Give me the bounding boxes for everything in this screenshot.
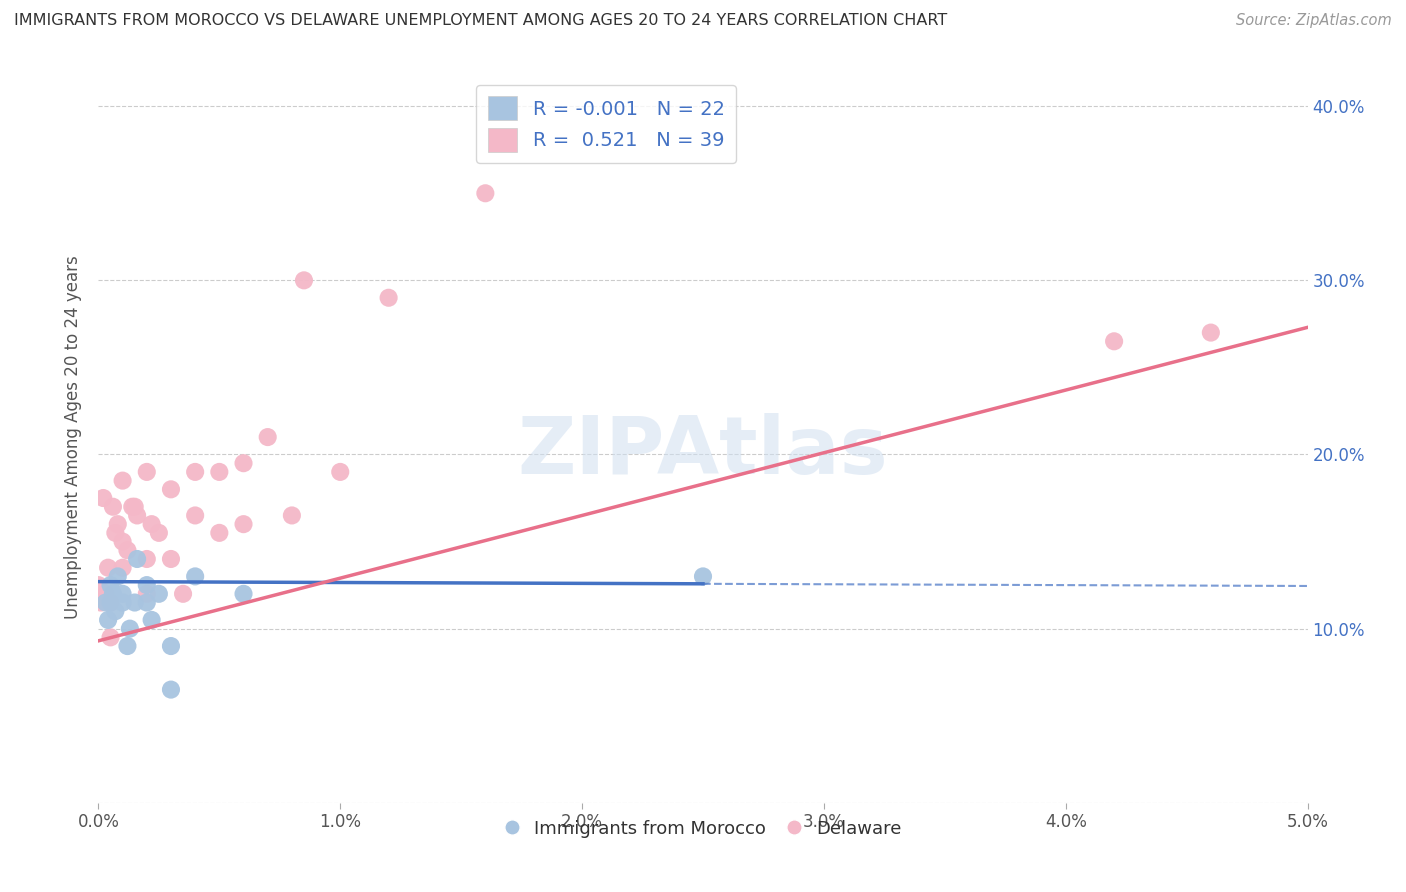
- Point: [97, 560, 120, 574]
- Point: [97, 613, 120, 627]
- Point: [90, 595, 112, 609]
- Point: [111, 587, 134, 601]
- Point: [1199, 326, 1222, 340]
- Point: [172, 587, 194, 601]
- Point: [118, 622, 141, 636]
- Point: [100, 578, 122, 592]
- Point: [91, 491, 114, 505]
- Point: [100, 595, 122, 609]
- Point: [111, 560, 134, 574]
- Point: [104, 525, 127, 540]
- Point: [232, 587, 254, 601]
- Point: [184, 465, 207, 479]
- Point: [100, 631, 122, 645]
- Point: [111, 474, 134, 488]
- Text: ZIPAtlas: ZIPAtlas: [517, 413, 889, 491]
- Point: [127, 508, 149, 523]
- Point: [232, 456, 254, 470]
- Point: [160, 552, 183, 566]
- Point: [104, 604, 127, 618]
- Point: [135, 578, 157, 592]
- Text: Source: ZipAtlas.com: Source: ZipAtlas.com: [1236, 13, 1392, 29]
- Point: [135, 587, 157, 601]
- Point: [135, 595, 157, 609]
- Point: [141, 517, 163, 532]
- Point: [281, 508, 304, 523]
- Point: [160, 483, 183, 497]
- Point: [184, 508, 207, 523]
- Y-axis label: Unemployment Among Ages 20 to 24 years: Unemployment Among Ages 20 to 24 years: [65, 255, 83, 619]
- Point: [141, 613, 163, 627]
- Point: [160, 639, 183, 653]
- Point: [1102, 334, 1125, 349]
- Text: IMMIGRANTS FROM MOROCCO VS DELAWARE UNEMPLOYMENT AMONG AGES 20 TO 24 YEARS CORRE: IMMIGRANTS FROM MOROCCO VS DELAWARE UNEM…: [14, 13, 948, 29]
- Point: [107, 569, 129, 583]
- Point: [329, 465, 352, 479]
- Point: [117, 639, 139, 653]
- Point: [101, 587, 124, 601]
- Point: [208, 525, 231, 540]
- Point: [121, 500, 143, 514]
- Point: [135, 465, 157, 479]
- Point: [107, 517, 129, 532]
- Point: [124, 595, 146, 609]
- Point: [377, 291, 399, 305]
- Point: [256, 430, 278, 444]
- Point: [692, 569, 714, 583]
- Point: [94, 595, 117, 609]
- Point: [208, 465, 231, 479]
- Point: [160, 682, 183, 697]
- Point: [101, 500, 124, 514]
- Point: [87, 578, 110, 592]
- Point: [474, 186, 496, 201]
- Point: [184, 569, 207, 583]
- Point: [232, 517, 254, 532]
- Point: [111, 534, 134, 549]
- Point: [135, 552, 157, 566]
- Point: [292, 273, 315, 287]
- Point: [127, 552, 149, 566]
- Point: [124, 500, 146, 514]
- Point: [117, 543, 139, 558]
- Point: [94, 587, 117, 601]
- Point: [111, 595, 134, 609]
- Point: [148, 587, 170, 601]
- Point: [100, 595, 122, 609]
- Legend: Immigrants from Morocco, Delaware: Immigrants from Morocco, Delaware: [498, 813, 908, 845]
- Point: [148, 525, 170, 540]
